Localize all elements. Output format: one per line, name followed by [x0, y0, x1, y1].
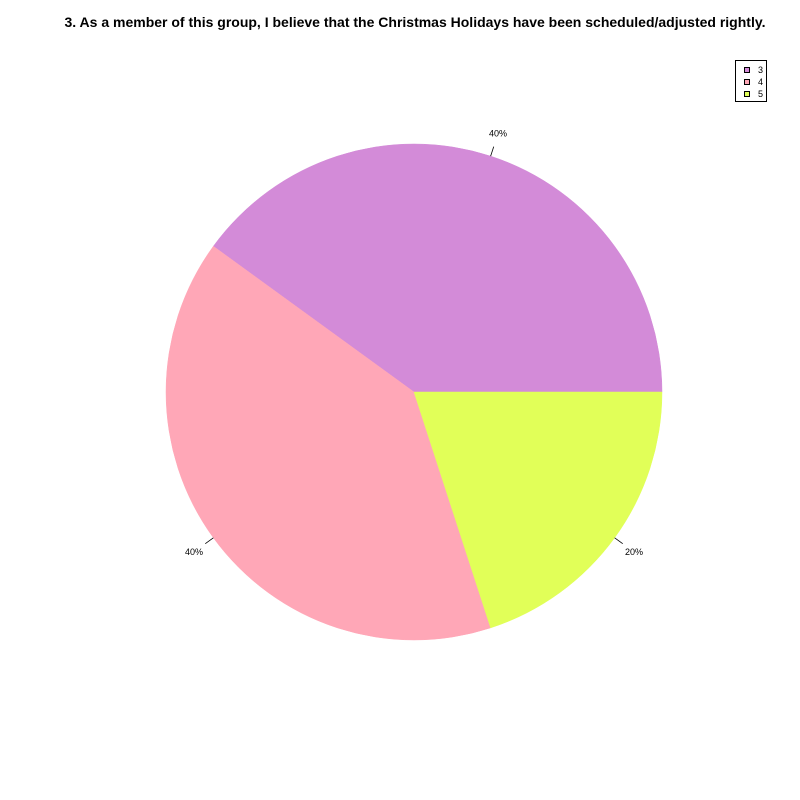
legend-label-5: 5 [758, 89, 764, 99]
pie-percent-label-5: 20% [625, 547, 643, 557]
pie-leader-line-4 [205, 537, 214, 544]
pie-leader-line-5 [614, 537, 623, 544]
pie-slice-5 [413, 391, 663, 629]
pie-slice-3 [213, 143, 663, 393]
legend-item-3: 3 [744, 65, 763, 75]
pie-leader-line-3 [490, 146, 495, 157]
pie-slices [165, 143, 663, 641]
legend-item-5: 5 [744, 89, 763, 99]
legend-item-4: 4 [744, 77, 763, 87]
legend-label-4: 4 [758, 77, 764, 87]
pie-percent-label-3: 40% [489, 128, 507, 138]
legend-swatch-5 [744, 91, 750, 97]
legend: 3 4 5 [735, 60, 767, 102]
legend-label-3: 3 [758, 65, 764, 75]
pie-slice-4 [165, 245, 491, 641]
legend-swatch-4 [744, 79, 750, 85]
pie-percent-label-4: 40% [185, 547, 203, 557]
pie-labels: 40% 40% 20% [185, 128, 643, 557]
chart-title: 3. As a member of this group, I believe … [64, 14, 766, 30]
legend-swatch-3 [744, 67, 750, 73]
